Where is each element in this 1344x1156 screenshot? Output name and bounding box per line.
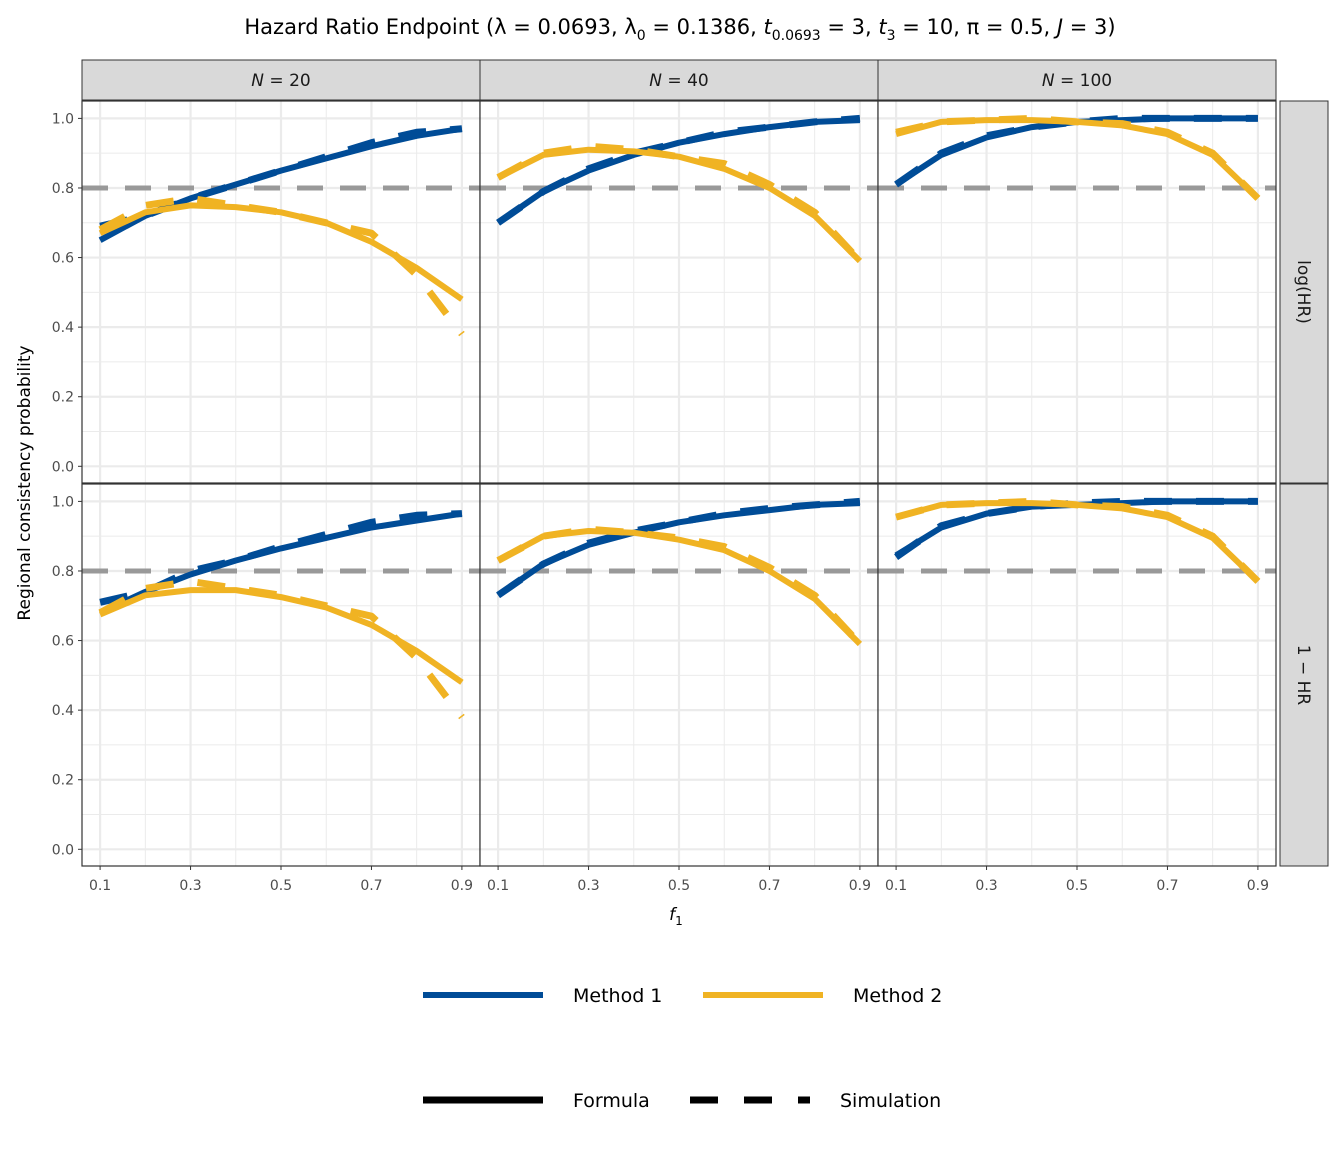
x-tick-label: 0.3 [179,878,201,894]
panel-1-0 [81,483,481,867]
x-tick-label: 0.3 [975,878,997,894]
x-tick-label: 0.5 [270,878,292,894]
series-method-2-simulation [98,194,465,337]
series-method-2-simulation [496,525,863,647]
title-text: = 3, [821,15,879,39]
x-tick-label: 0.9 [849,878,871,894]
series-method-1-simulation [894,114,1258,188]
legend-label: Method 2 [853,985,942,1007]
x-tick-label: 0.9 [1247,878,1269,894]
title-subscript: 3 [887,28,896,44]
title-text: = 3) [1063,15,1116,39]
y-axis-title: Regional consistency probability [15,345,35,620]
y-tick-label: 0.0 [52,459,74,475]
legend-label: Simulation [840,1090,941,1112]
row-strip [1279,483,1329,867]
column-strip-label: N = 40 [649,71,708,91]
column-strip-label: N = 100 [1042,71,1112,91]
y-tick-label: 1.0 [52,494,74,510]
title-text: t [878,15,887,39]
y-tick-label: 0.8 [52,181,74,197]
panel-0-0 [81,100,481,484]
y-tick-label: 0.4 [52,320,74,336]
y-tick-label: 0.4 [52,703,74,719]
chart-title: Hazard Ratio Endpoint (λ = 0.0693, λ0 = … [244,15,1115,44]
panel-1-2 [877,483,1277,867]
x-tick-label: 0.7 [1156,878,1178,894]
x-tick-label: 0.7 [758,878,780,894]
title-text: J [1053,15,1063,39]
column-strip [479,59,879,101]
panel-1-1 [479,483,879,867]
x-tick-label: 0.7 [360,878,382,894]
x-tick-label: 0.5 [1066,878,1088,894]
panel-border [877,100,1277,484]
x-tick-label: 0.1 [487,878,509,894]
y-tick-label: 0.2 [52,390,74,406]
y-tick-label: 0.2 [52,773,74,789]
y-tick-label: 0.6 [52,634,74,650]
x-tick-label: 0.1 [885,878,907,894]
series-method-2-simulation [496,142,863,264]
y-tick-label: 0.8 [52,564,74,580]
x-tick-label: 0.9 [451,878,473,894]
y-tick-label: 0.6 [52,251,74,267]
row-strip-label: log(HR) [1293,260,1313,324]
column-strip [877,59,1277,101]
x-tick-label: 0.3 [577,878,599,894]
y-tick-label: 1.0 [52,111,74,127]
y-tick-label: 0.0 [52,842,74,858]
title-subscript: 0.0693 [772,28,821,44]
title-text: = 10, π = 0.5, [896,15,1057,39]
legend-label: Formula [573,1090,650,1112]
row-strip [1279,100,1329,484]
legend-label: Method 1 [573,985,662,1007]
panels: N = 20 N = 40 N = 100 log(HR) 1 − HR 0.0 0.2 0.… [52,59,1329,894]
column-strip-label: N = 20 [251,71,310,91]
x-tick-label: 0.5 [668,878,690,894]
title-text: Hazard Ratio Endpoint (λ = 0.0693, λ [244,15,636,39]
row-strip-label: 1 − HR [1293,645,1313,706]
series-method-1-simulation [496,497,861,599]
x-axis-title: f1 [669,905,683,928]
legends: Method 1 Method 2 Formula Simulation [423,985,942,1112]
series-method-1-simulation [894,497,1258,560]
series-method-2-simulation [895,497,1261,584]
title-subscript: 0 [637,28,646,44]
series-method-1-simulation [496,114,861,226]
series-method-2-simulation [895,114,1261,201]
title-text: = 0.1386, [646,15,764,39]
panel-0-1 [479,100,879,484]
x-tick-label: 0.1 [89,878,111,894]
series-method-2-simulation [98,577,465,720]
panel-0-2 [877,100,1277,484]
title-text: t [763,15,772,39]
